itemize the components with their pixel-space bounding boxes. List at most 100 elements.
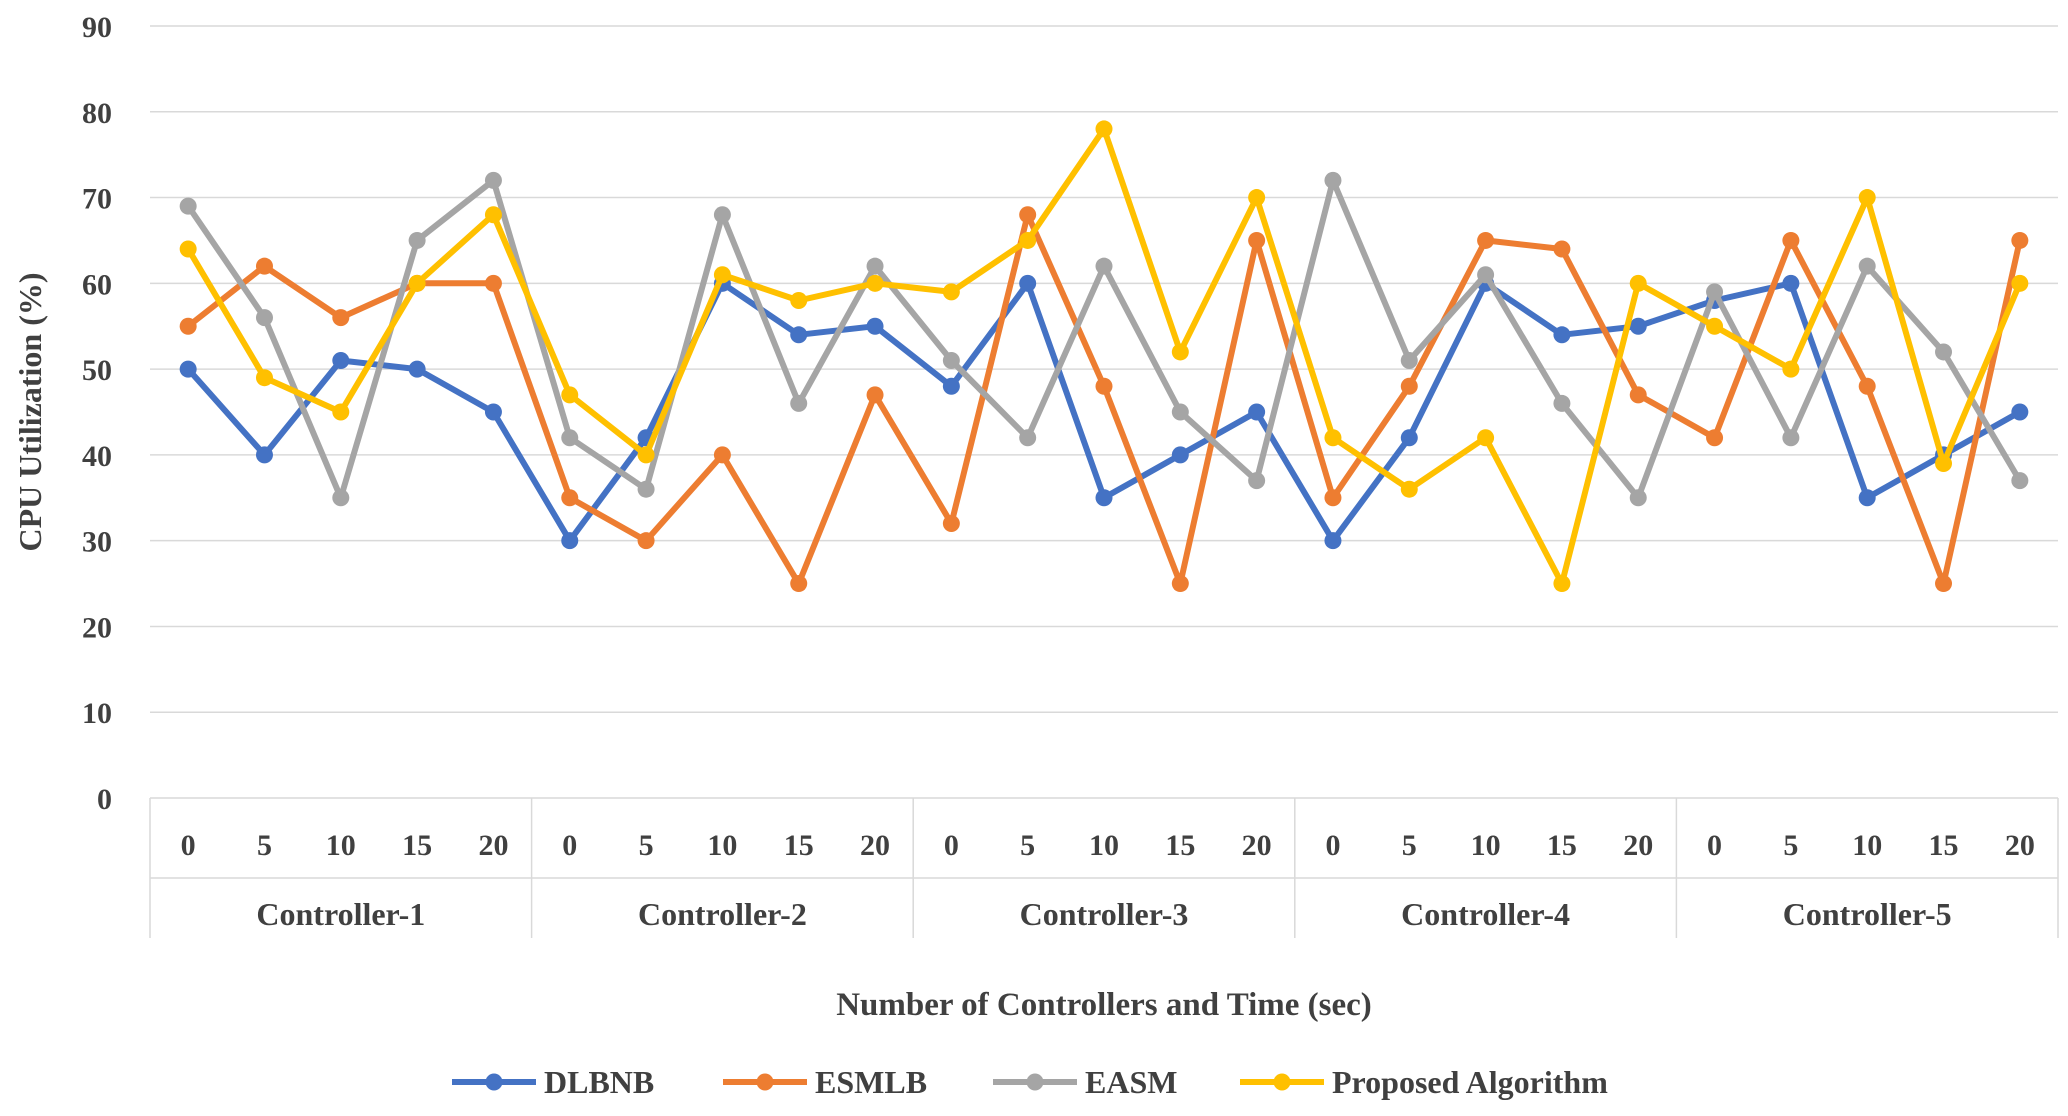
series-proposed-algorithm: [179, 120, 2029, 593]
data-point: [1095, 489, 1113, 507]
x-tick-label: 0: [562, 829, 577, 862]
data-point: [790, 394, 808, 412]
data-point: [713, 446, 731, 464]
x-tick-label: 20: [860, 829, 890, 862]
data-point: [1858, 377, 1876, 395]
data-point: [942, 377, 960, 395]
data-point: [1324, 171, 1342, 189]
data-point: [1019, 206, 1037, 224]
legend-swatch-marker: [1273, 1073, 1291, 1091]
data-point: [179, 197, 197, 215]
data-point: [255, 309, 273, 327]
data-point: [561, 429, 579, 447]
y-tick-label: 10: [82, 697, 112, 730]
data-point: [1935, 343, 1953, 361]
data-point: [1782, 231, 1800, 249]
data-point: [332, 309, 350, 327]
x-tick-label: 5: [639, 829, 654, 862]
data-point: [942, 352, 960, 370]
data-point: [561, 532, 579, 550]
x-tick-label: 15: [1547, 829, 1577, 862]
data-point: [484, 403, 502, 421]
x-tick-label: 0: [181, 829, 196, 862]
legend-item: DLBNB: [452, 1064, 654, 1100]
data-point: [1477, 266, 1495, 284]
series-esmlb: [179, 206, 2029, 593]
group-label: Controller-4: [1401, 896, 1570, 932]
data-point: [1095, 257, 1113, 275]
data-point: [1629, 274, 1647, 292]
legend-label: DLBNB: [544, 1064, 654, 1100]
data-point: [2011, 274, 2029, 292]
data-point: [1629, 386, 1647, 404]
data-point: [1858, 257, 1876, 275]
data-point: [2011, 231, 2029, 249]
data-point: [561, 489, 579, 507]
legend-swatch-marker: [756, 1073, 774, 1091]
data-point: [179, 317, 197, 335]
data-point: [1248, 189, 1266, 207]
data-point: [790, 291, 808, 309]
x-tick-label: 15: [1165, 829, 1195, 862]
legend-item: Proposed Algorithm: [1240, 1064, 1608, 1100]
x-tick-label: 5: [1783, 829, 1798, 862]
series-dlbnb: [179, 274, 2029, 550]
data-point: [484, 171, 502, 189]
data-point: [713, 206, 731, 224]
series-easm: [179, 171, 2029, 507]
data-point: [1706, 429, 1724, 447]
data-point: [484, 274, 502, 292]
x-tick-label: 0: [1325, 829, 1340, 862]
x-tick-label: 5: [257, 829, 272, 862]
data-point: [1324, 532, 1342, 550]
data-point: [1248, 403, 1266, 421]
x-tick-label: 10: [1089, 829, 1119, 862]
data-point: [1629, 489, 1647, 507]
x-axis-label: Number of Controllers and Time (sec): [836, 987, 1372, 1023]
legend-label: Proposed Algorithm: [1332, 1064, 1608, 1100]
x-tick-label: 10: [1471, 829, 1501, 862]
data-point: [1553, 394, 1571, 412]
data-point: [1400, 352, 1418, 370]
data-point: [255, 369, 273, 387]
y-tick-label: 20: [82, 611, 112, 644]
legend-label: ESMLB: [815, 1064, 927, 1100]
data-point: [1324, 429, 1342, 447]
data-point: [1019, 274, 1037, 292]
y-tick-label: 90: [82, 11, 112, 44]
data-point: [1171, 403, 1189, 421]
data-point: [255, 257, 273, 275]
data-point: [1248, 472, 1266, 490]
data-point: [1553, 575, 1571, 593]
x-tick-label: 5: [1402, 829, 1417, 862]
data-point: [255, 446, 273, 464]
data-point: [1019, 429, 1037, 447]
data-point: [408, 231, 426, 249]
data-point: [1171, 446, 1189, 464]
data-point: [1324, 489, 1342, 507]
data-point: [942, 283, 960, 301]
data-point: [1171, 343, 1189, 361]
data-point: [1553, 240, 1571, 258]
x-tick-label: 15: [784, 829, 814, 862]
data-point: [1782, 429, 1800, 447]
data-point: [637, 532, 655, 550]
data-point: [713, 266, 731, 284]
legend: DLBNB ESMLB EASM Proposed Algorithm: [452, 1064, 1608, 1100]
data-point: [942, 515, 960, 533]
data-point: [1477, 429, 1495, 447]
x-tick-label: 10: [326, 829, 356, 862]
data-point: [1400, 377, 1418, 395]
data-point: [1553, 326, 1571, 344]
data-point: [179, 240, 197, 258]
legend-item: ESMLB: [723, 1064, 927, 1100]
group-label: Controller-2: [638, 896, 807, 932]
data-point: [1782, 274, 1800, 292]
data-point: [1095, 120, 1113, 138]
x-tick-label: 20: [1242, 829, 1272, 862]
gridlines: [150, 25, 2058, 799]
data-point: [1706, 283, 1724, 301]
x-tick-label: 20: [2005, 829, 2035, 862]
data-point: [1019, 231, 1037, 249]
series-lines: [179, 120, 2029, 593]
